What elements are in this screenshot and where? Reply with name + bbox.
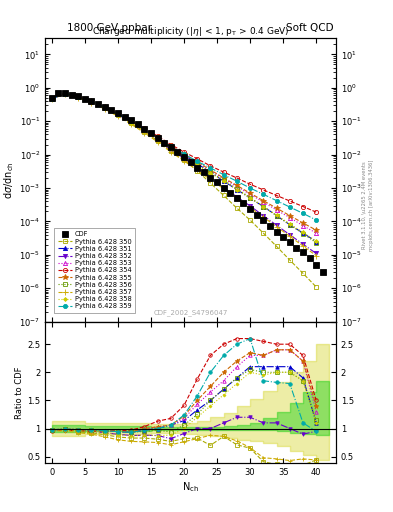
Text: CDF_2002_S4796047: CDF_2002_S4796047 (153, 309, 228, 316)
Legend: CDF, Pythia 6.428 350, Pythia 6.428 351, Pythia 6.428 352, Pythia 6.428 353, Pyt: CDF, Pythia 6.428 350, Pythia 6.428 351,… (54, 228, 135, 313)
Text: 1800 GeV ppbar: 1800 GeV ppbar (67, 23, 152, 33)
Y-axis label: Ratio to CDF: Ratio to CDF (15, 366, 24, 419)
Text: Soft QCD: Soft QCD (286, 23, 334, 33)
Text: Rivet 3.1.10, \u2265 2.4M events: Rivet 3.1.10, \u2265 2.4M events (361, 161, 366, 249)
Text: mcplots.cern.ch [arXiv:1306.3436]: mcplots.cern.ch [arXiv:1306.3436] (369, 159, 374, 250)
X-axis label: N$_\mathregular{ch}$: N$_\mathregular{ch}$ (182, 480, 199, 494)
Y-axis label: d$\sigma$/dn$_\mathregular{ch}$: d$\sigma$/dn$_\mathregular{ch}$ (3, 161, 17, 199)
Title: Charged multiplicity ($|\eta|$ < 1, p$_\mathregular{T}$ > 0.4 GeV): Charged multiplicity ($|\eta|$ < 1, p$_\… (92, 25, 289, 38)
